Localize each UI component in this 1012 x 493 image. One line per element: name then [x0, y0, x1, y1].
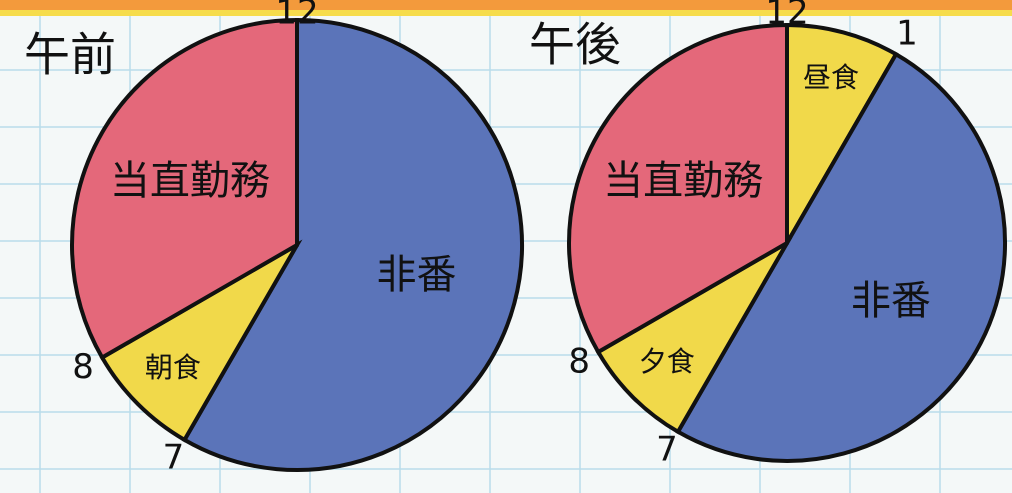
pie-slice [595, 237, 793, 435]
pie-slice [70, 17, 299, 361]
clock-tick: 1 [896, 14, 918, 54]
pie-slice [785, 22, 899, 251]
clock-tick: 7 [163, 437, 185, 477]
top-band-yellow [0, 10, 1012, 16]
pie-slice [675, 51, 1007, 463]
slice-label: 非番 [851, 278, 931, 324]
clock-tick: 7 [656, 429, 678, 469]
slice-label: 非番 [377, 252, 457, 298]
slice-label: 当直勤務 [603, 158, 763, 204]
pie-slice [567, 22, 789, 355]
slice-label: 当直勤務 [110, 158, 270, 204]
slice-label: 夕食 [639, 345, 695, 378]
clock-tick: 8 [568, 342, 590, 382]
pie-slice [99, 239, 303, 443]
slice-label: 昼食 [803, 61, 859, 94]
clock-tick: 8 [72, 347, 94, 387]
chart-title: 午後 [529, 18, 621, 72]
clock-tick: 12 [275, 0, 318, 33]
chart-title: 午前 [24, 28, 116, 82]
top-band [0, 0, 1012, 10]
pie-slice [181, 17, 524, 472]
slice-label: 朝食 [145, 351, 201, 384]
clock-tick: 12 [765, 0, 808, 33]
